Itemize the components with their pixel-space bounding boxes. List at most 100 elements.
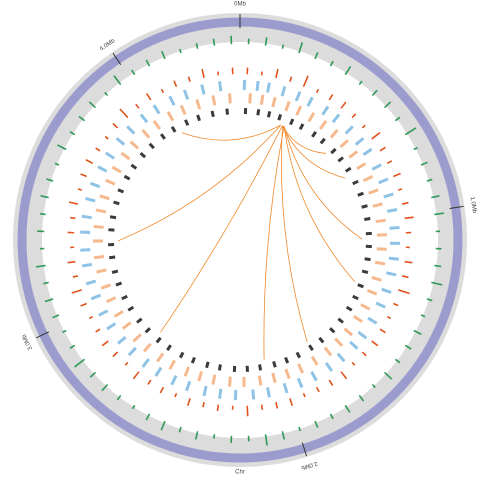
histogram-bar (69, 202, 78, 204)
feature-tile (325, 348, 331, 356)
feature-tile (300, 124, 303, 129)
histogram-bar (317, 89, 319, 92)
feature-tile (259, 376, 260, 386)
histogram-bar (276, 402, 277, 408)
feature-tile (286, 101, 289, 110)
histogram-bar (434, 266, 441, 267)
feature-tile (97, 270, 107, 272)
link (160, 126, 282, 333)
feature-tile (350, 342, 357, 349)
feature-tile (344, 329, 352, 335)
feature-tile (202, 85, 204, 95)
feature-tile (128, 307, 133, 310)
feature-tile (185, 120, 187, 125)
feature-tile (319, 338, 323, 343)
feature-tile (365, 259, 371, 260)
feature-tile (199, 372, 202, 382)
feature-tile (107, 323, 115, 329)
feature-tile (312, 372, 317, 381)
feature-tile (290, 119, 292, 124)
histogram-bar (214, 39, 215, 46)
feature-tile (297, 106, 301, 115)
axis-label: Chr (235, 470, 245, 476)
feature-tile (376, 220, 386, 221)
feature-tile (213, 96, 215, 106)
histogram-bar (405, 262, 413, 263)
feature-tile (101, 285, 110, 288)
histogram-bar (147, 93, 151, 100)
feature-tile (358, 193, 364, 195)
feature-tile (118, 337, 126, 343)
histogram-bar (174, 81, 176, 87)
histogram-bar (276, 69, 278, 78)
feature-tile (99, 311, 108, 316)
histogram-bar (329, 95, 332, 100)
feature-tile (333, 114, 339, 122)
histogram-bar (86, 160, 93, 164)
feature-tile (117, 138, 125, 144)
feature-tile (98, 167, 107, 172)
feature-tile (346, 168, 351, 171)
feature-tile (268, 387, 270, 397)
histogram-bar (203, 402, 204, 407)
feature-tile (341, 140, 348, 147)
feature-tile (143, 130, 150, 137)
feature-tile (358, 332, 366, 338)
feature-tile (377, 249, 387, 250)
histogram-bar (120, 109, 128, 118)
feature-tile (273, 97, 275, 107)
feature-tile (154, 121, 160, 129)
histogram-bar (217, 405, 218, 411)
feature-tile (204, 386, 206, 396)
link (182, 125, 281, 140)
feature-tile (161, 134, 165, 139)
histogram-bar (398, 189, 402, 190)
feature-tile (227, 109, 228, 115)
link (282, 126, 326, 154)
feature-tile (156, 368, 161, 377)
feature-tile (144, 344, 151, 352)
feature-tile (309, 345, 312, 350)
feature-tile (131, 142, 138, 149)
feature-tile (250, 93, 251, 103)
feature-tile (112, 271, 118, 272)
histogram-bar (262, 72, 263, 76)
link (284, 126, 355, 281)
feature-tile (284, 383, 287, 393)
histogram-bar (329, 380, 332, 385)
feature-tile (213, 375, 215, 385)
feature-tile (309, 113, 314, 122)
feature-tile (100, 196, 110, 199)
histogram-bar (341, 102, 346, 108)
feature-tile (376, 303, 385, 307)
feature-tile (157, 353, 163, 361)
histogram-bar (68, 262, 76, 263)
feature-tile (330, 328, 334, 332)
x-tick-label: 3.0Mb (21, 333, 34, 351)
feature-tile (390, 228, 400, 229)
feature-tile (192, 357, 194, 363)
histogram-bar (290, 77, 292, 82)
feature-tile (389, 258, 399, 259)
feature-tile (367, 290, 376, 294)
link (118, 125, 281, 241)
feature-tile (106, 153, 114, 158)
gray-band (28, 28, 452, 452)
histogram-bar (387, 161, 392, 163)
feature-tile (363, 176, 372, 180)
feature-tile (86, 198, 96, 201)
feature-tile (261, 95, 263, 105)
ideogram (22, 22, 458, 458)
feature-tile (260, 364, 261, 370)
feature-tile (298, 364, 302, 373)
histogram-bar (136, 104, 139, 108)
feature-tile (131, 165, 136, 168)
feature-tile (338, 319, 343, 323)
feature-tile (312, 356, 317, 365)
feature-tile (220, 81, 221, 91)
feature-tile (361, 305, 370, 310)
feature-tile (296, 92, 300, 101)
feature-tile (346, 126, 353, 133)
histogram-bar (341, 372, 347, 379)
feature-tile (321, 139, 325, 144)
